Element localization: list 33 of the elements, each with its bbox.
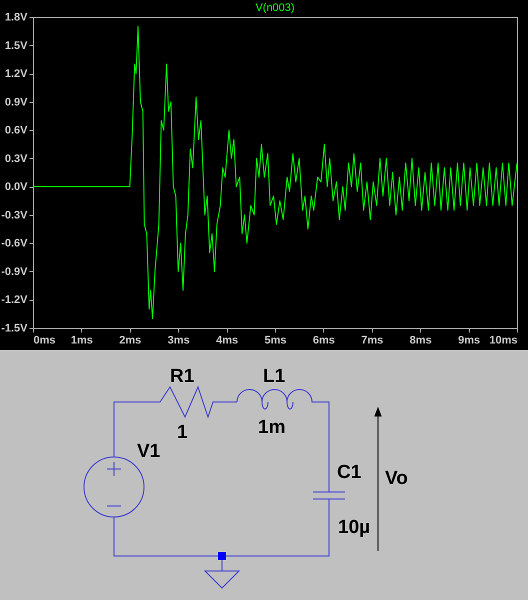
y-tick-label: 1.2V (4, 68, 28, 80)
text: 1 (177, 422, 188, 443)
text: R1 (170, 366, 195, 387)
x-tick-label: 8ms (410, 334, 432, 346)
x-tick-label: 10ms (489, 334, 518, 346)
text: 10µ (338, 517, 370, 538)
y-tick-label: 0.3V (4, 152, 28, 165)
x-tick-label: 6ms (312, 334, 335, 346)
text: C1 (337, 462, 362, 483)
y-tick-label: 0.9V (4, 96, 28, 108)
text: V1 (137, 441, 161, 462)
x-tick-label: 4ms (216, 334, 238, 346)
y-tick-label: -0.3V (1, 209, 28, 222)
text: L1 (263, 366, 286, 387)
y-tick-label: -1.2V (1, 294, 28, 306)
x-tick-label: 5ms (264, 334, 287, 346)
text: 1m (258, 417, 286, 438)
x-tick-label: 7ms (361, 334, 384, 346)
x-tick-label: 1ms (70, 334, 93, 346)
x-tick-label: 9ms (458, 334, 480, 346)
x-tick-label: 2ms (119, 334, 142, 346)
y-tick-label: -0.6V (1, 238, 28, 250)
y-tick-label: 1.5V (4, 40, 28, 52)
y-tick-label: 1.8V (4, 12, 28, 24)
text: V(n003) (255, 2, 295, 14)
y-tick-label: -1.5V (1, 322, 28, 334)
y-tick-label: 0.0V (4, 181, 28, 194)
y-tick-label: -0.9V (1, 266, 28, 278)
text: Vo (385, 468, 408, 489)
y-tick-label: 0.6V (4, 124, 28, 137)
line-series (33, 26, 517, 320)
x-tick-label: 0ms (34, 334, 56, 346)
x-tick-label: 3ms (168, 334, 190, 346)
